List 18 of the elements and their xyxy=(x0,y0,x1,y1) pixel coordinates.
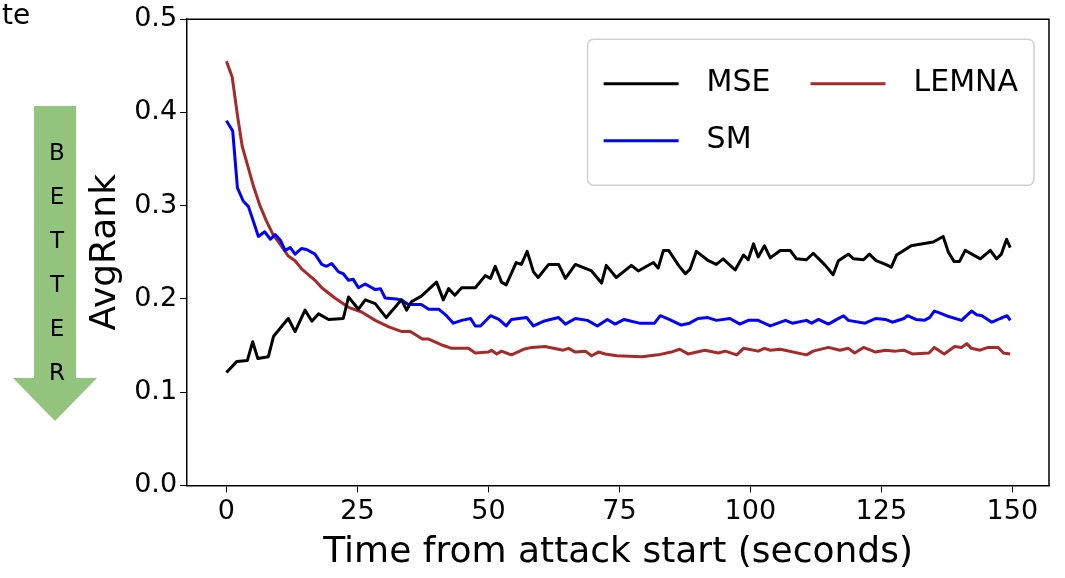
legend-label: LEMNA xyxy=(913,63,1019,99)
x-tick-label: 150 xyxy=(986,493,1039,525)
x-tick-label: 125 xyxy=(855,493,908,525)
x-tick-label: 25 xyxy=(340,493,375,525)
x-tick-label: 50 xyxy=(471,493,506,525)
y-tick-label: 0.5 xyxy=(134,1,178,33)
legend-label: SM xyxy=(706,120,752,156)
x-tick-label: 0 xyxy=(217,493,236,525)
x-tick-label: 75 xyxy=(602,493,637,525)
y-tick-label: 0.3 xyxy=(134,187,178,219)
x-axis-title: Time from attack start (seconds) xyxy=(322,528,913,570)
y-tick-label: 0.1 xyxy=(134,374,178,406)
text: te xyxy=(2,0,31,31)
legend-label: MSE xyxy=(706,63,771,99)
y-tick-label: 0.0 xyxy=(134,467,178,499)
y-tick-label: 0.2 xyxy=(134,280,178,312)
x-tick-label: 100 xyxy=(724,493,777,525)
y-tick-label: 0.4 xyxy=(134,94,178,126)
